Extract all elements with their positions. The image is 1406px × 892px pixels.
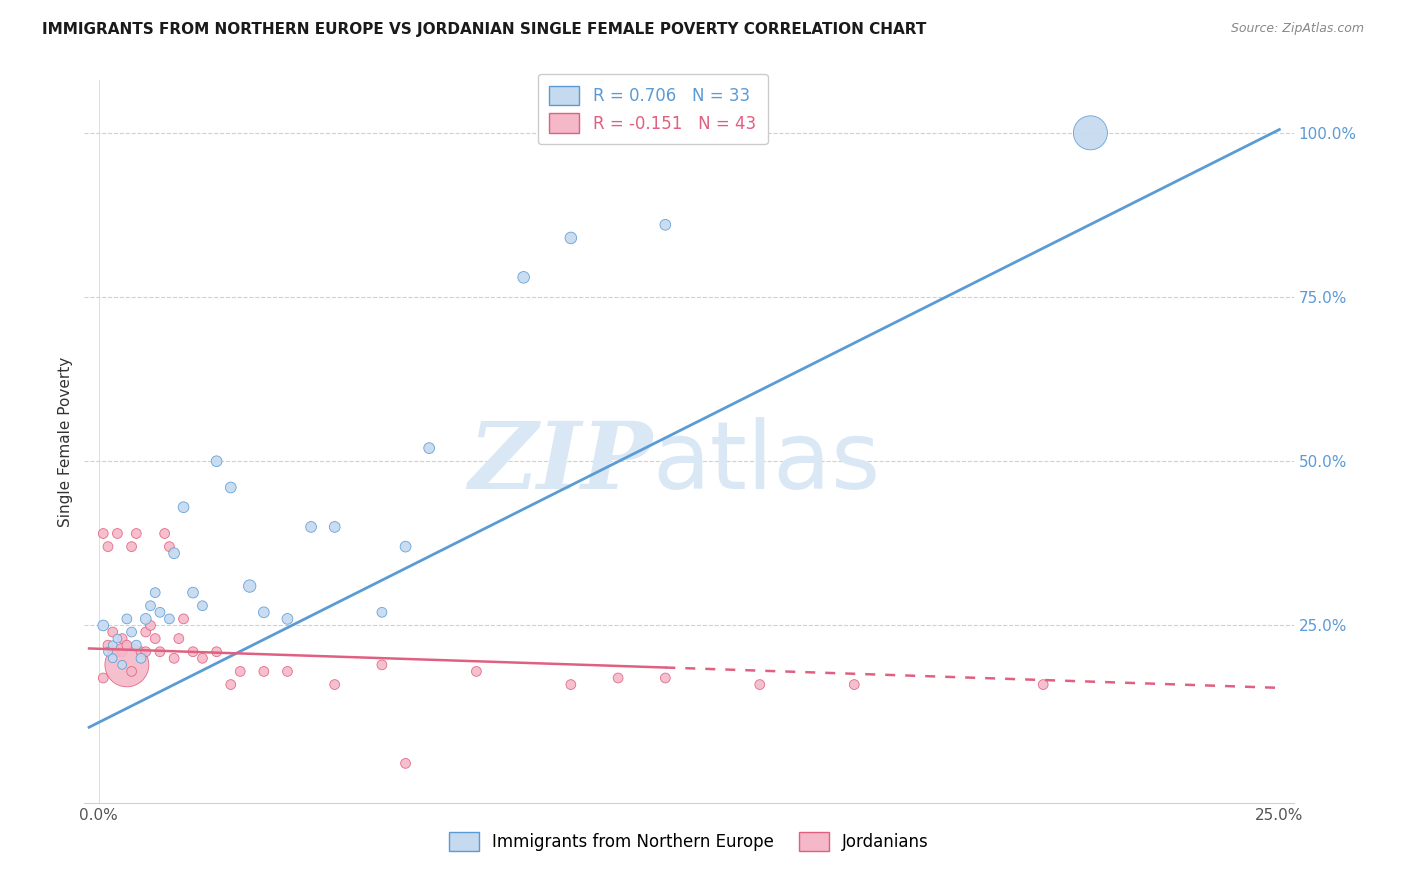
Point: [125, 526, 148, 541]
Point: [121, 625, 143, 640]
Point: [512, 270, 534, 285]
Point: [219, 481, 242, 495]
Point: [97, 540, 120, 554]
Point: [125, 638, 148, 652]
Point: [394, 540, 416, 554]
Point: [91, 618, 114, 632]
Point: [157, 612, 180, 626]
Point: [101, 651, 124, 665]
Point: [654, 218, 676, 232]
Point: [97, 645, 120, 659]
Point: [91, 671, 114, 685]
Point: [276, 665, 298, 679]
Point: [121, 540, 143, 554]
Point: [181, 585, 204, 599]
Point: [115, 657, 138, 672]
Point: [205, 454, 228, 468]
Point: [239, 579, 262, 593]
Point: [163, 546, 186, 560]
Point: [371, 657, 394, 672]
Text: IMMIGRANTS FROM NORTHERN EUROPE VS JORDANIAN SINGLE FEMALE POVERTY CORRELATION C: IMMIGRANTS FROM NORTHERN EUROPE VS JORDA…: [42, 22, 927, 37]
Point: [157, 540, 180, 554]
Point: [129, 645, 152, 659]
Point: [149, 605, 172, 619]
Point: [323, 677, 346, 691]
Point: [111, 645, 134, 659]
Point: [173, 612, 195, 626]
Point: [121, 665, 143, 679]
Point: [101, 645, 124, 659]
Point: [143, 632, 166, 646]
Point: [654, 671, 676, 685]
Point: [299, 520, 322, 534]
Text: atlas: atlas: [652, 417, 882, 509]
Point: [129, 651, 152, 665]
Point: [607, 671, 630, 685]
Point: [229, 665, 252, 679]
Point: [139, 618, 162, 632]
Point: [371, 605, 394, 619]
Point: [135, 645, 157, 659]
Point: [173, 500, 195, 515]
Point: [135, 625, 157, 640]
Text: ZIP: ZIP: [468, 418, 652, 508]
Point: [1032, 677, 1054, 691]
Point: [107, 526, 129, 541]
Point: [560, 231, 582, 245]
Point: [219, 677, 242, 691]
Point: [115, 638, 138, 652]
Y-axis label: Single Female Poverty: Single Female Poverty: [58, 357, 73, 526]
Point: [844, 677, 866, 691]
Point: [101, 625, 124, 640]
Point: [181, 645, 204, 659]
Point: [205, 645, 228, 659]
Point: [560, 677, 582, 691]
Point: [135, 612, 157, 626]
Point: [97, 638, 120, 652]
Point: [253, 665, 276, 679]
Point: [107, 632, 129, 646]
Point: [1080, 126, 1102, 140]
Point: [107, 645, 129, 659]
Point: [191, 651, 214, 665]
Point: [465, 665, 488, 679]
Point: [143, 585, 166, 599]
Point: [276, 612, 298, 626]
Point: [748, 677, 770, 691]
Point: [167, 632, 190, 646]
Point: [394, 756, 416, 771]
Point: [111, 657, 134, 672]
Point: [191, 599, 214, 613]
Point: [139, 599, 162, 613]
Point: [149, 645, 172, 659]
Point: [115, 612, 138, 626]
Point: [323, 520, 346, 534]
Point: [153, 526, 176, 541]
Point: [418, 441, 440, 455]
Legend: Immigrants from Northern Europe, Jordanians: Immigrants from Northern Europe, Jordani…: [440, 823, 938, 860]
Point: [163, 651, 186, 665]
Point: [253, 605, 276, 619]
Point: [101, 638, 124, 652]
Point: [111, 632, 134, 646]
Text: Source: ZipAtlas.com: Source: ZipAtlas.com: [1230, 22, 1364, 36]
Point: [91, 526, 114, 541]
